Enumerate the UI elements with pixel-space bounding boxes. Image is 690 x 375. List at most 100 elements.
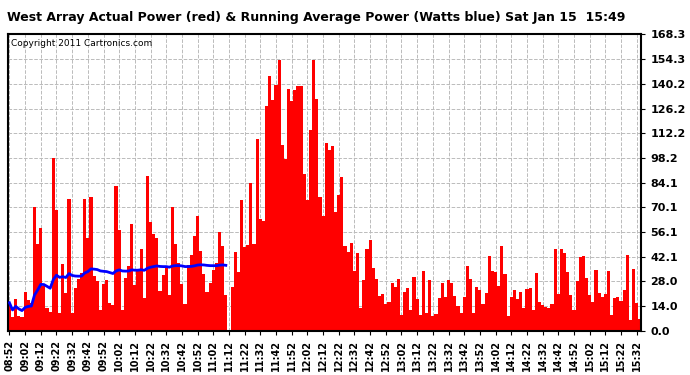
Bar [146,176,149,331]
Bar [83,199,86,331]
Bar [299,86,303,331]
Bar [48,312,52,331]
Bar [111,305,115,331]
Bar [422,272,425,331]
Bar [516,299,519,331]
Bar [375,279,378,331]
Bar [400,315,403,331]
Bar [159,291,161,331]
Bar [506,316,510,331]
Bar [212,270,215,331]
Bar [99,310,102,331]
Bar [622,290,626,331]
Bar [491,272,494,331]
Bar [469,279,472,331]
Bar [271,100,275,331]
Bar [55,210,58,331]
Bar [547,308,551,331]
Bar [52,158,55,331]
Bar [525,289,529,331]
Bar [262,222,265,331]
Bar [538,302,541,331]
Bar [46,308,48,331]
Bar [275,85,277,331]
Bar [463,297,466,331]
Bar [522,308,525,331]
Bar [362,280,366,331]
Bar [598,293,601,331]
Bar [21,317,23,331]
Bar [90,197,92,331]
Bar [575,280,579,331]
Bar [240,200,243,331]
Bar [221,246,224,331]
Bar [504,274,506,331]
Bar [378,296,381,331]
Bar [551,304,553,331]
Bar [569,295,573,331]
Bar [393,287,397,331]
Bar [137,270,139,331]
Bar [500,246,504,331]
Bar [573,310,575,331]
Bar [133,285,137,331]
Bar [387,302,391,331]
Bar [249,183,253,331]
Text: Copyright 2011 Cartronics.com: Copyright 2011 Cartronics.com [11,39,152,48]
Bar [30,303,33,331]
Bar [397,279,400,331]
Bar [312,60,315,331]
Bar [607,271,610,331]
Bar [243,247,246,331]
Bar [268,76,271,331]
Bar [281,145,284,331]
Bar [297,86,299,331]
Bar [206,292,208,331]
Bar [202,274,206,331]
Bar [155,238,159,331]
Bar [353,271,356,331]
Bar [403,292,406,331]
Bar [190,255,193,331]
Bar [68,199,70,331]
Bar [309,130,312,331]
Bar [193,236,196,331]
Bar [334,212,337,331]
Bar [230,287,234,331]
Bar [560,249,563,331]
Text: West Array Actual Power (red) & Running Average Power (Watts blue) Sat Jan 15  1: West Array Actual Power (red) & Running … [7,11,625,24]
Bar [494,272,497,331]
Bar [425,313,428,331]
Bar [541,305,544,331]
Bar [613,298,616,331]
Bar [601,297,604,331]
Bar [428,280,431,331]
Bar [36,244,39,331]
Bar [331,146,334,331]
Bar [328,150,331,331]
Bar [306,200,309,331]
Bar [255,139,259,331]
Bar [497,285,500,331]
Bar [359,308,362,331]
Bar [74,288,77,331]
Bar [322,216,324,331]
Bar [8,303,11,331]
Bar [435,314,437,331]
Bar [14,299,17,331]
Bar [277,60,281,331]
Bar [519,292,522,331]
Bar [447,280,450,331]
Bar [585,278,588,331]
Bar [450,284,453,331]
Bar [149,222,152,331]
Bar [199,251,202,331]
Bar [180,284,184,331]
Bar [259,219,262,331]
Bar [472,313,475,331]
Bar [340,177,344,331]
Bar [23,292,27,331]
Bar [184,304,186,331]
Bar [391,283,393,331]
Bar [33,207,36,331]
